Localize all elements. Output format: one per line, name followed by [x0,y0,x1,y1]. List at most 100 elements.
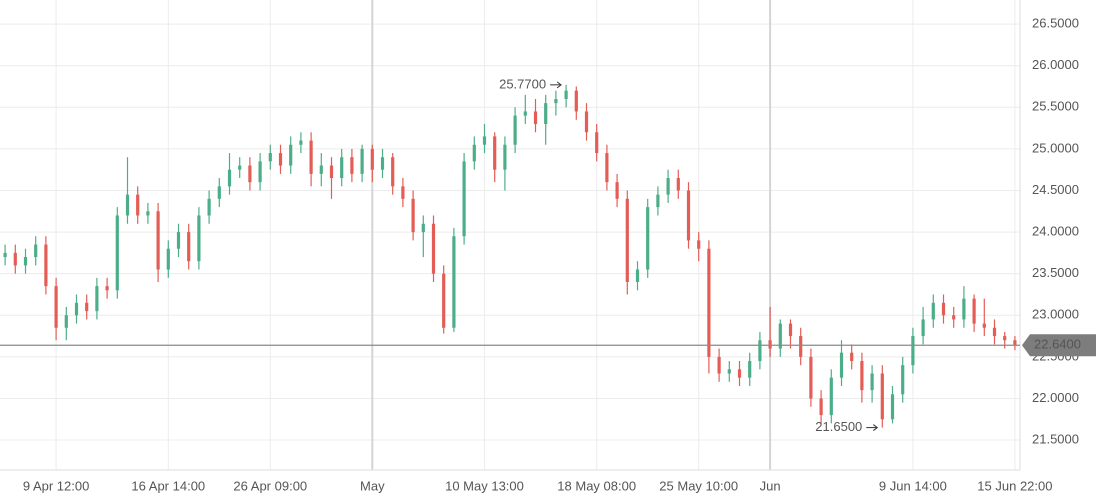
candle-body [74,302,79,316]
x-tick-label: 16 Apr 14:00 [131,478,205,493]
y-tick-label: 26.5000 [1032,16,1079,31]
candle-body [411,198,415,233]
candle-body [850,352,854,362]
y-tick-label: 24.5000 [1032,182,1079,197]
candle-body [788,323,793,337]
candle-body [64,315,68,328]
candle-body [452,236,456,328]
candle-body [656,194,660,208]
candle-body [799,336,803,357]
candle-body [115,215,119,291]
candle-body [1013,340,1017,346]
candle-body [982,323,986,328]
candle-body [85,302,89,312]
candle-body [391,157,395,187]
x-tick-label: 15 Jun 22:00 [977,478,1052,493]
candle-body [176,232,181,249]
candle-body [197,215,201,262]
candle-body [717,356,721,374]
candle-body [3,252,7,258]
x-tick-label: 9 Apr 12:00 [23,478,90,493]
candle-body [890,394,895,420]
candle-body [564,90,568,99]
candle-body [686,190,691,241]
candle-body [952,315,956,320]
candle-body [166,248,170,270]
candle-body [676,178,680,191]
candle-body [737,369,742,378]
candle-body [1003,336,1007,341]
candle-body [523,111,527,116]
candle-body [992,327,997,337]
candle-body [299,140,303,145]
candle-body [136,194,140,216]
candle-body [482,136,487,145]
marker-arrow-head [556,81,562,89]
candle-body [13,252,17,266]
candle-body [962,298,966,320]
candle-body [595,132,599,154]
candle-body [880,373,884,420]
y-tick-label: 25.0000 [1032,140,1079,155]
candle-body [95,286,99,312]
candle-body [809,356,813,399]
candle-body [309,140,313,174]
candle-body [554,98,558,104]
candle-body [462,161,466,237]
x-tick-label: 18 May 08:00 [557,478,636,493]
candle-body [350,157,354,174]
candle-body [829,377,833,416]
candle-body [248,165,252,183]
high-marker-label: 25.7700 [499,76,546,91]
x-tick-label: 10 May 13:00 [445,478,524,493]
candle-body [921,319,925,337]
candle-body [503,144,507,170]
candle-body [768,340,772,349]
candle-body [472,144,476,162]
candle-body [839,352,844,378]
candle-body [860,361,864,391]
candle-body [207,198,211,216]
candle-body [493,136,497,170]
candle-body [125,194,130,216]
candle-body [727,369,731,374]
candle-body [329,165,334,179]
x-tick-label: 9 Jun 14:00 [879,478,947,493]
candle-body [278,153,283,166]
candle-body [513,115,517,145]
candle-body [870,373,874,391]
y-tick-label: 21.5000 [1032,431,1079,446]
candle-body [533,111,538,124]
candle-body [105,286,109,291]
last-price-label: 22.6400 [1034,337,1081,352]
candle-body [258,161,262,183]
candle-body [574,90,578,112]
candle-body [931,302,935,320]
candle-body [156,211,160,270]
candle-body [646,207,650,270]
candle-body [319,165,323,174]
candle-body [401,186,405,199]
candle-body [268,153,272,162]
candle-body [54,286,58,328]
candle-body [707,248,711,357]
candle-body [697,240,701,249]
y-tick-label: 26.0000 [1032,57,1079,72]
candle-body [748,361,752,378]
candle-body [901,365,905,395]
candle-body [421,223,425,233]
candle-body [941,302,946,316]
x-tick-label: May [360,478,385,493]
candle-body [340,157,344,179]
candle-body [972,298,976,324]
last-price-box [1022,334,1096,357]
candle-body [34,244,38,258]
candle-body [635,269,640,282]
candle-body [544,103,548,124]
candle-body [187,232,191,262]
candle-body [23,257,28,266]
candle-body [584,111,589,133]
candle-body [227,169,232,187]
x-tick-label: Jun [760,478,781,493]
low-marker-label: 21.6500 [815,419,862,434]
